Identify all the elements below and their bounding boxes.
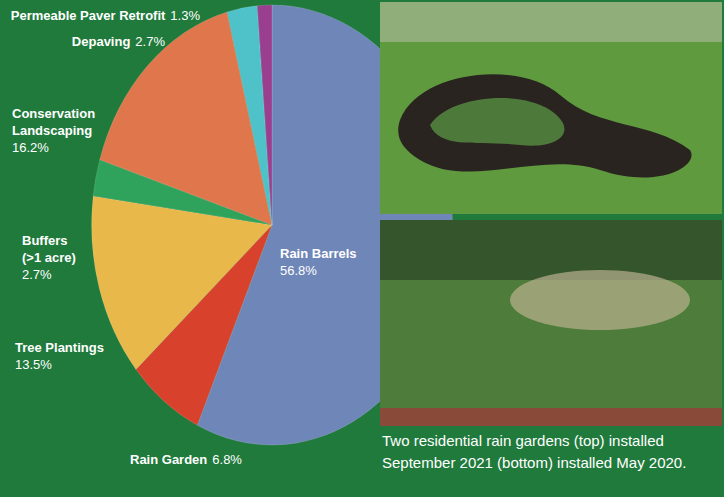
- label-line: (>1 acre): [22, 250, 76, 265]
- caption: Two residential rain gardens (top) insta…: [382, 432, 686, 471]
- label-line: Conservation: [12, 106, 95, 121]
- data-labels: Rain Barrels 56.8% Rain Garden 6.8% Tree Pla…: [11, 8, 357, 467]
- photo: [380, 2, 722, 214]
- label-line: Rain Barrels: [280, 246, 357, 261]
- label-value: 13.5%: [15, 357, 52, 372]
- slice: [92, 196, 272, 369]
- label-value: 6.8%: [212, 452, 242, 467]
- label-category: Tree Plantings: [15, 340, 104, 355]
- photo: [380, 220, 722, 426]
- caption-line: Two residential rain gardens (top) insta…: [382, 432, 664, 449]
- data-label: Depaving 2.7%: [72, 34, 166, 49]
- label-value: 56.8%: [280, 263, 317, 278]
- photo-ground: [380, 2, 722, 214]
- label-category: Conservation Landscaping: [12, 106, 95, 138]
- label-value: 2.7%: [135, 34, 165, 49]
- label-category: Rain Barrels: [280, 246, 357, 261]
- background: [0, 0, 724, 497]
- photo-bed: [398, 74, 691, 177]
- data-label: Rain Garden 6.8%: [130, 452, 242, 467]
- photo-bricks: [380, 408, 722, 426]
- label-category: Permeable Paver Retrofit: [11, 8, 166, 23]
- label-value: 2.7%: [22, 267, 52, 282]
- slice: [257, 5, 272, 225]
- chart: Rain Barrels 56.8% Rain Garden 6.8% Tree Pla…: [0, 0, 724, 497]
- photo-trees: [380, 220, 722, 280]
- label-line: Buffers: [22, 233, 68, 248]
- data-label: Permeable Paver Retrofit 1.3%: [11, 8, 201, 23]
- label-category: Depaving: [72, 34, 131, 49]
- photo-flowers: [510, 270, 690, 330]
- photo-sky: [380, 2, 722, 42]
- label-line: Tree Plantings: [15, 340, 104, 355]
- label-value: 16.2%: [12, 140, 49, 155]
- caption-line: September 2021 (bottom) installed May 20…: [382, 454, 686, 471]
- photo-plants: [430, 98, 564, 146]
- slice: [227, 6, 272, 225]
- label-value: 1.3%: [170, 8, 200, 23]
- label-line: Landscaping: [12, 123, 92, 138]
- label-category: Rain Garden: [130, 452, 207, 467]
- photo-ground: [380, 220, 722, 426]
- label-category: Buffers (>1 acre): [22, 233, 76, 265]
- photos: [380, 2, 722, 426]
